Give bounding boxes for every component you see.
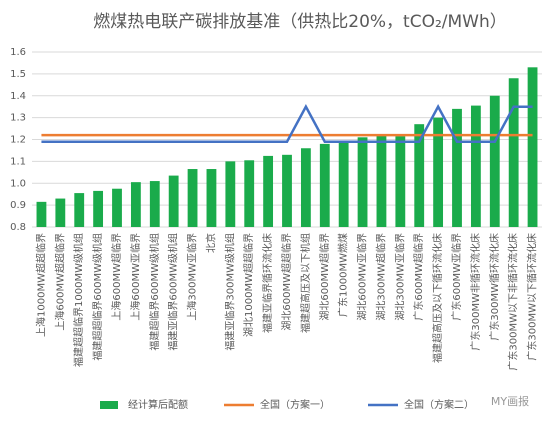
bar (206, 169, 217, 227)
x-tick-label: 福建超高压及以下机组 (299, 233, 312, 333)
x-tick-label: 上海600MW超超临界 (53, 233, 66, 331)
x-tick-label: 上海1000MW超超临界 (34, 233, 47, 337)
x-tick-label: 湖北600MW超临界 (318, 233, 331, 321)
y-tick-label: 1.4 (10, 91, 26, 102)
y-tick-label: 1.1 (10, 156, 26, 167)
bar (74, 193, 85, 227)
bar (395, 136, 406, 227)
y-tick-label: 0.8 (10, 222, 26, 233)
x-tick-label: 湖北600MW亚临界 (356, 233, 369, 321)
x-tick-label: 广东300MW非循环流化床 (469, 233, 482, 351)
x-tick-label: 福建超超临界1000MW级机组 (72, 233, 85, 367)
bar (527, 67, 538, 227)
y-tick-label: 1.2 (10, 135, 26, 146)
x-tick-label: 上海300MW亚临界 (186, 233, 199, 321)
x-tick-label: 福建亚临界600MW级机组 (167, 233, 180, 351)
x-tick-label: 湖北1000MW超超临界 (242, 233, 255, 337)
x-tick-label: 广东300MW以下非循环流化床 (507, 233, 520, 371)
bar (187, 169, 198, 227)
watermark: MY画报 (491, 394, 529, 408)
bar (282, 154, 292, 227)
bar (36, 201, 47, 227)
x-tick-label: 福建超超临界600MW级机组 (91, 233, 104, 361)
x-tick-label: 湖北300MW超临界 (374, 233, 387, 321)
bar (112, 188, 122, 227)
bar (319, 143, 330, 227)
legend-label: 全国（方案一） (260, 398, 330, 411)
y-tick-label: 1.3 (10, 113, 26, 124)
bar (300, 148, 311, 227)
bar (263, 155, 274, 227)
line (41, 104, 533, 143)
x-tick-label: 广东600MW亚临界 (450, 233, 463, 321)
bar (470, 105, 481, 227)
x-tick-label: 上海600MW亚临界 (129, 233, 142, 321)
y-tick-label: 1.6 (10, 47, 26, 58)
x-tick-label: 广东1000MW燃煤 (337, 233, 350, 317)
bar (489, 95, 500, 227)
x-tick-label: 福建超临界600MW级机组 (148, 233, 161, 351)
bar (376, 135, 387, 227)
bar (225, 161, 236, 227)
legend-label: 全国（方案二） (404, 398, 474, 411)
legend-label: 经计算后配额 (128, 398, 188, 411)
x-tick-label: 广东600MW超临界 (412, 233, 425, 321)
bar (414, 124, 425, 227)
x-tick-label: 湖北300MW亚临界 (393, 233, 406, 321)
legend-swatch (100, 401, 118, 409)
bar (130, 182, 141, 227)
y-tick-label: 1.5 (10, 69, 26, 80)
bar (357, 137, 368, 227)
bar (338, 142, 349, 227)
bar (93, 190, 104, 227)
bar (244, 160, 255, 227)
bar (149, 181, 160, 227)
x-tick-label: 福建亚临界循环流化床 (261, 233, 274, 333)
x-tick-label: 广东300MW循环流化床 (488, 233, 501, 341)
x-tick-label: 上海600MW超临界 (110, 233, 123, 321)
y-tick-label: 1.0 (10, 178, 26, 189)
x-tick-label: 湖北600MW超超临界 (280, 233, 293, 331)
bar (452, 108, 462, 227)
x-tick-label: 福建亚临界300MW级机组 (223, 233, 236, 351)
x-tick-label: 广东300MW以下循环流化床 (526, 233, 539, 361)
x-tick-label: 北京 (204, 233, 217, 253)
x-tick-label: 福建超高压及以下循环流化床 (431, 233, 444, 363)
chart-title: 燃煤热电联产碳排放基准（供热比20%，tCO₂/MWh） (93, 12, 507, 32)
bar (55, 198, 66, 227)
bar (433, 117, 444, 227)
bar (508, 78, 519, 227)
bar (168, 175, 179, 227)
y-tick-label: 0.9 (10, 200, 26, 211)
